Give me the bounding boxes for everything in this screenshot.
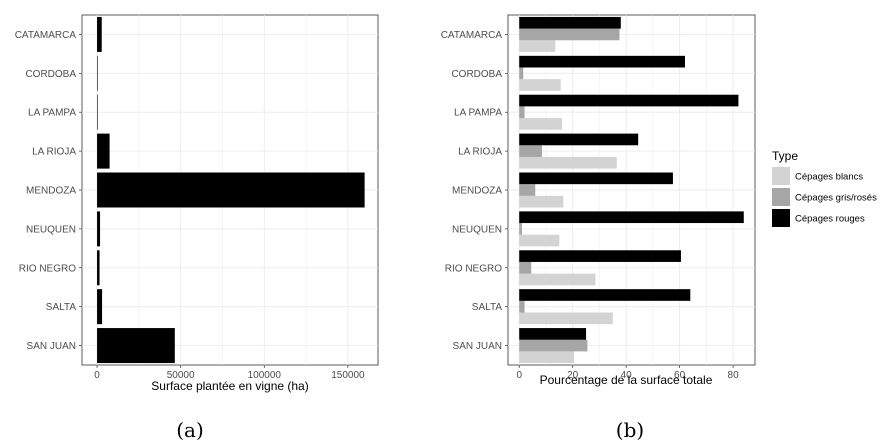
x-tick-label: 0 bbox=[94, 370, 100, 381]
bar bbox=[519, 55, 685, 68]
chart-a: CATAMARCA CORDOBA LA PAMPA LA RIOJA MENDOZA N… bbox=[15, 14, 379, 442]
y-tick-label: CORDOBA bbox=[25, 69, 76, 80]
x-tick-label: 50000 bbox=[167, 370, 195, 381]
bar bbox=[519, 300, 525, 313]
y-tick-label: LA RIOJA bbox=[32, 147, 76, 158]
y-tick-label: CATAMARCA bbox=[15, 30, 77, 41]
chart-b-caption: (b) bbox=[616, 418, 644, 442]
bar bbox=[519, 145, 542, 157]
chart-a-caption: (a) bbox=[176, 418, 204, 442]
x-tick-label: 150000 bbox=[331, 370, 365, 381]
chart-a-x-axis-title: Surface plantée en vigne (ha) bbox=[151, 379, 308, 393]
y-tick-label: SALTA bbox=[472, 302, 503, 313]
bar bbox=[519, 106, 525, 119]
bar bbox=[97, 94, 98, 130]
bar bbox=[519, 261, 532, 274]
bar bbox=[519, 184, 536, 196]
bar bbox=[97, 172, 365, 208]
chart-a-x-ticks: 0 50000 100000 150000 bbox=[94, 365, 365, 381]
bar bbox=[519, 40, 556, 52]
chart-a-bars bbox=[97, 16, 365, 364]
bar bbox=[519, 339, 588, 352]
bar bbox=[97, 211, 101, 247]
x-tick-label: 100000 bbox=[248, 370, 282, 381]
y-tick-label: MENDOZA bbox=[26, 186, 76, 197]
chart-b-x-ticks: 0 20 40 60 80 bbox=[516, 365, 739, 381]
legend-swatch bbox=[772, 209, 790, 227]
bar bbox=[519, 211, 744, 224]
legend-title: Type bbox=[772, 149, 798, 163]
bar bbox=[519, 328, 587, 340]
legend-swatch bbox=[772, 167, 790, 185]
legend-swatch bbox=[772, 188, 790, 206]
bar bbox=[519, 156, 617, 169]
bar bbox=[519, 133, 639, 146]
chart-b-bars bbox=[519, 16, 744, 364]
bar bbox=[519, 118, 562, 130]
bar bbox=[519, 312, 613, 325]
chart-b-x-axis-title: Pourcentage de la surface totale bbox=[540, 373, 713, 387]
y-tick-label: LA PAMPA bbox=[454, 108, 502, 119]
bar bbox=[97, 328, 175, 364]
bar bbox=[97, 250, 100, 286]
bar bbox=[97, 16, 102, 52]
bar bbox=[97, 289, 103, 325]
y-tick-label: LA PAMPA bbox=[28, 108, 76, 119]
y-tick-label: SAN JUAN bbox=[27, 341, 76, 352]
bar bbox=[519, 79, 561, 91]
x-tick-label: 0 bbox=[516, 370, 522, 381]
bar bbox=[519, 234, 560, 247]
y-tick-label: CATAMARCA bbox=[441, 30, 503, 41]
bar bbox=[519, 223, 522, 235]
legend-items: Cépages blancs Cépages gris/rosés Cépages … bbox=[772, 167, 877, 227]
x-tick-label: 60 bbox=[674, 370, 686, 381]
chart-a-y-ticks: CATAMARCA CORDOBA LA PAMPA LA RIOJA MENDOZA N… bbox=[15, 30, 82, 352]
y-tick-label: LA RIOJA bbox=[458, 147, 502, 158]
y-tick-label: RIO NEGRO bbox=[445, 263, 502, 274]
bar bbox=[519, 195, 564, 208]
bar bbox=[519, 273, 596, 286]
bar bbox=[519, 28, 620, 41]
bar bbox=[97, 55, 98, 91]
y-tick-label: NEUQUEN bbox=[452, 224, 502, 235]
bar bbox=[519, 172, 673, 185]
bar bbox=[519, 250, 681, 262]
bar bbox=[519, 67, 524, 80]
y-tick-label: RIO NEGRO bbox=[19, 263, 76, 274]
x-tick-label: 80 bbox=[728, 370, 740, 381]
legend-label: Cépages rouges bbox=[795, 214, 865, 225]
bar bbox=[519, 351, 575, 364]
y-tick-label: CORDOBA bbox=[451, 69, 502, 80]
y-tick-label: MENDOZA bbox=[452, 186, 502, 197]
bar bbox=[519, 289, 691, 301]
bar bbox=[519, 16, 621, 29]
y-tick-label: NEUQUEN bbox=[26, 224, 76, 235]
x-tick-label: 20 bbox=[567, 370, 579, 381]
chart-b: CATAMARCA CORDOBA LA PAMPA LA RIOJA MENDOZA N… bbox=[441, 14, 756, 442]
x-tick-label: 40 bbox=[621, 370, 633, 381]
y-tick-label: SALTA bbox=[46, 302, 77, 313]
chart-b-y-ticks: CATAMARCA CORDOBA LA PAMPA LA RIOJA MENDOZA N… bbox=[441, 30, 508, 352]
bar bbox=[519, 94, 739, 107]
bar bbox=[97, 133, 110, 169]
y-tick-label: SAN JUAN bbox=[453, 341, 502, 352]
legend-label: Cépages gris/rosés bbox=[795, 193, 877, 204]
legend-label: Cépages blancs bbox=[795, 172, 863, 183]
